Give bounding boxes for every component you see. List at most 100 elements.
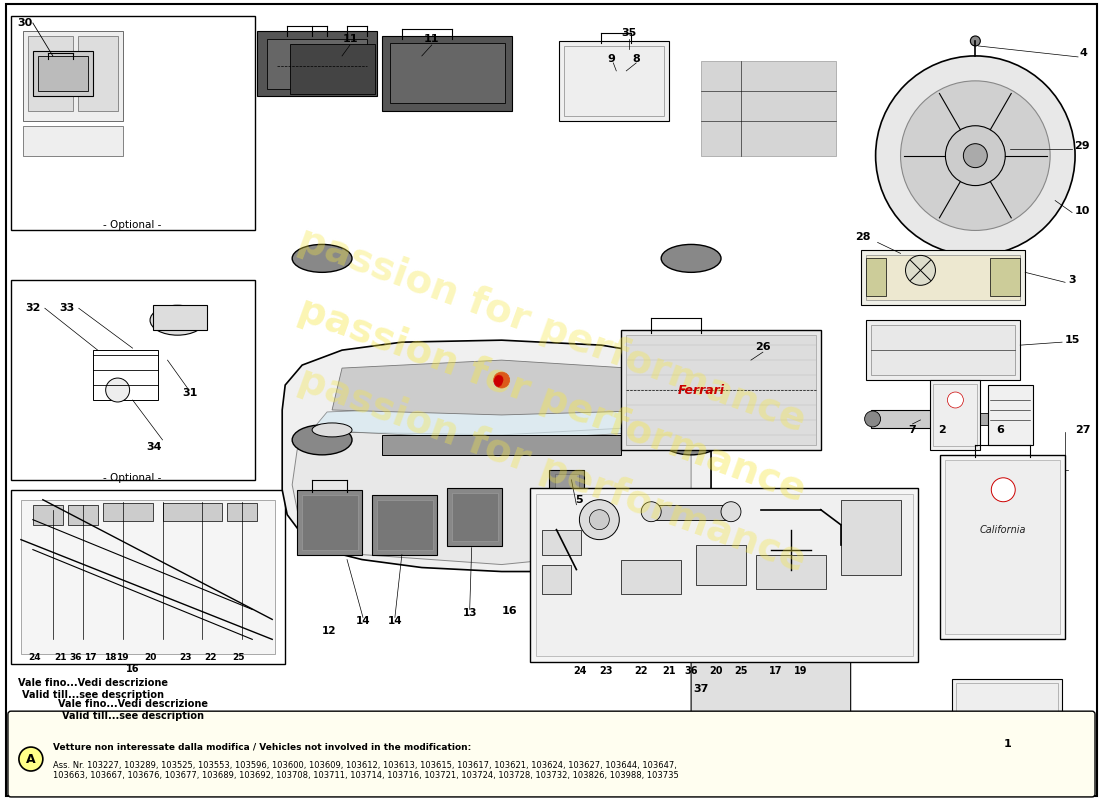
Bar <box>78 36 118 110</box>
Bar <box>696 545 746 585</box>
Bar <box>931 380 980 450</box>
Text: 31: 31 <box>183 388 198 398</box>
Bar <box>452 493 497 541</box>
Text: 32: 32 <box>25 303 41 314</box>
Bar <box>866 320 1020 380</box>
Ellipse shape <box>312 423 352 437</box>
Text: 12: 12 <box>322 626 337 636</box>
Bar <box>621 559 681 594</box>
Bar <box>541 530 582 554</box>
Text: 21: 21 <box>662 666 675 676</box>
Text: - Optional -: - Optional - <box>103 221 162 230</box>
Text: 33: 33 <box>59 303 75 314</box>
Bar <box>626 335 816 445</box>
Circle shape <box>106 378 130 402</box>
Text: 17: 17 <box>85 653 97 662</box>
Bar <box>870 410 970 428</box>
Bar <box>968 413 988 425</box>
Text: A: A <box>26 753 35 766</box>
Bar <box>701 61 836 156</box>
Text: 7: 7 <box>909 425 916 435</box>
Text: Ass. Nr. 103227, 103289, 103525, 103553, 103596, 103600, 103609, 103612, 103613,: Ass. Nr. 103227, 103289, 103525, 103553,… <box>53 761 679 781</box>
Text: 9: 9 <box>607 54 615 64</box>
Text: passion for performance: passion for performance <box>293 360 811 579</box>
Ellipse shape <box>293 425 352 455</box>
Bar <box>68 505 98 525</box>
Polygon shape <box>312 405 691 440</box>
Text: 36: 36 <box>684 666 697 676</box>
Bar <box>990 258 1020 296</box>
Bar <box>529 488 918 662</box>
Text: 34: 34 <box>146 442 163 452</box>
Text: 19: 19 <box>794 666 807 676</box>
Circle shape <box>641 502 661 522</box>
Text: 35: 35 <box>621 28 637 38</box>
Text: 23: 23 <box>600 666 613 676</box>
Text: 26: 26 <box>755 342 771 352</box>
Bar <box>11 280 255 480</box>
Ellipse shape <box>661 425 721 455</box>
Bar <box>37 56 88 91</box>
Bar <box>564 46 664 116</box>
Text: 14: 14 <box>387 617 403 626</box>
Text: 6: 6 <box>997 425 1004 435</box>
Bar <box>28 36 73 110</box>
Text: 25: 25 <box>734 666 748 676</box>
Text: 18: 18 <box>104 653 117 662</box>
Text: 4: 4 <box>1079 48 1087 58</box>
Text: 28: 28 <box>855 233 870 242</box>
Bar <box>536 494 913 656</box>
Bar <box>23 126 122 156</box>
Text: passion for performance: passion for performance <box>293 290 811 510</box>
Text: Vetture non interessate dalla modifica / Vehicles not involved in the modificati: Vetture non interessate dalla modifica /… <box>53 742 471 751</box>
Circle shape <box>590 510 609 530</box>
Bar <box>756 554 826 590</box>
Bar <box>934 384 977 446</box>
Text: 3: 3 <box>1068 275 1076 286</box>
Ellipse shape <box>651 423 691 437</box>
Circle shape <box>991 478 1015 502</box>
Polygon shape <box>691 634 850 749</box>
Bar <box>377 500 432 550</box>
Circle shape <box>865 411 881 427</box>
Bar <box>163 502 222 521</box>
Bar <box>866 258 886 296</box>
Text: 22: 22 <box>205 653 217 662</box>
Text: 27: 27 <box>1076 425 1091 435</box>
Text: 15: 15 <box>1065 335 1080 345</box>
Circle shape <box>970 36 980 46</box>
Bar <box>257 31 377 96</box>
Text: California: California <box>980 525 1026 534</box>
Ellipse shape <box>661 245 721 272</box>
Circle shape <box>945 126 1005 186</box>
Bar <box>560 41 669 121</box>
Bar <box>956 683 1058 755</box>
Bar <box>21 500 275 654</box>
Bar <box>11 16 255 230</box>
Text: 16: 16 <box>502 606 517 617</box>
Circle shape <box>19 747 43 771</box>
Polygon shape <box>283 340 711 571</box>
Text: 24: 24 <box>573 666 587 676</box>
Bar <box>988 385 1033 445</box>
Bar <box>23 31 122 121</box>
Circle shape <box>720 502 741 522</box>
Text: Ferrari: Ferrari <box>678 383 725 397</box>
Text: Vale fino...Vedi descrizione
Valid till...see description: Vale fino...Vedi descrizione Valid till.… <box>18 678 167 700</box>
Bar <box>33 505 63 525</box>
Bar <box>267 39 367 89</box>
Text: 14: 14 <box>355 617 371 626</box>
Text: 29: 29 <box>1075 141 1090 150</box>
Ellipse shape <box>293 245 352 272</box>
Text: 10: 10 <box>1075 206 1090 215</box>
Polygon shape <box>332 360 671 415</box>
Text: 8: 8 <box>632 54 640 64</box>
Text: 17: 17 <box>769 666 782 676</box>
Text: passion for performance: passion for performance <box>293 221 811 440</box>
Bar <box>297 490 362 554</box>
Text: 11: 11 <box>342 34 358 44</box>
Circle shape <box>580 500 619 540</box>
Text: 16: 16 <box>125 664 140 674</box>
Text: 11: 11 <box>424 34 440 44</box>
FancyBboxPatch shape <box>8 711 1094 797</box>
